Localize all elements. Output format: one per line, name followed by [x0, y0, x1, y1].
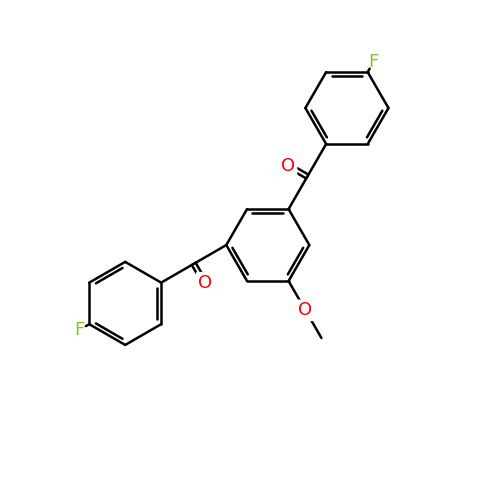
Text: O: O	[282, 156, 296, 174]
Text: F: F	[368, 53, 378, 71]
Text: O: O	[298, 302, 312, 320]
Text: F: F	[74, 321, 84, 339]
Text: O: O	[198, 274, 211, 291]
